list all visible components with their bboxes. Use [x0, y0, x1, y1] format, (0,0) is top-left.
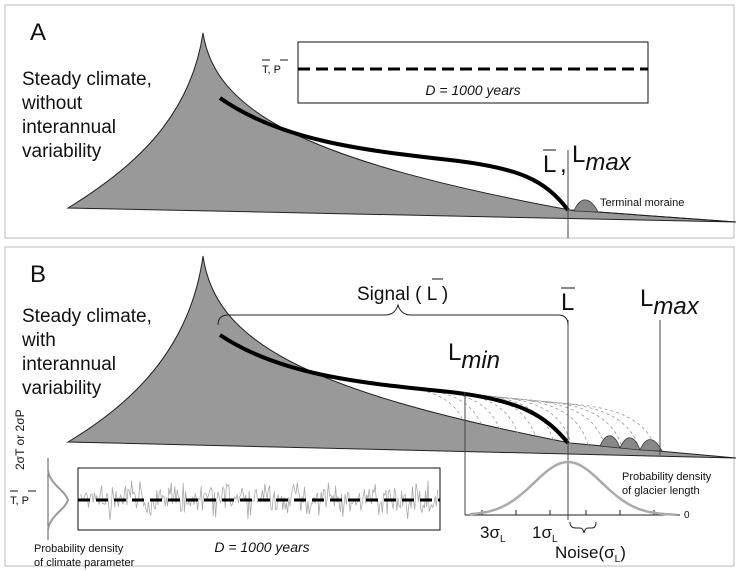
subscript: L — [552, 534, 558, 545]
glacier — [66, 255, 737, 459]
duration: D = 1000 years — [214, 539, 309, 555]
three-sigma: 3σL — [480, 523, 506, 545]
subscript: max — [585, 149, 631, 176]
symbol: Noise(σ — [555, 543, 615, 562]
inset-axis-label: T, P — [262, 64, 281, 76]
panel-label: B — [30, 261, 46, 288]
inset-axis-label: T, P — [10, 495, 29, 507]
panel-label: A — [30, 19, 46, 46]
panel-frame — [4, 246, 735, 567]
duration: D = 1000 years — [425, 82, 520, 98]
caption-line: without — [21, 93, 83, 114]
alternate-surface — [469, 394, 573, 448]
glacier-surface — [218, 96, 570, 212]
subscript: min — [461, 347, 500, 374]
comma: , — [560, 151, 567, 178]
glacier — [66, 32, 737, 223]
subscript: max — [653, 293, 699, 320]
symbol: 3σ — [480, 523, 500, 542]
length-max: Lmax — [640, 285, 700, 320]
moraine — [573, 199, 599, 213]
caption-line: Steady climate, — [22, 69, 152, 90]
length-min: Lmin — [448, 339, 500, 374]
alternate-surface — [499, 397, 607, 450]
length-mean: L — [561, 289, 574, 316]
density-label: of climate parameter — [34, 557, 135, 569]
length-max: Lmax — [572, 141, 632, 176]
alternate-surface — [529, 400, 641, 453]
alternate-surface — [484, 396, 590, 449]
symbol: L — [448, 339, 461, 366]
zero-label: 0 — [684, 510, 690, 521]
inset-frame — [297, 41, 649, 104]
length-density — [469, 460, 677, 516]
symbol: 1σ — [532, 523, 552, 542]
caption: Steady climate, without interannual vari… — [21, 69, 152, 162]
climate-density — [47, 469, 70, 531]
density-label: Probability density — [34, 543, 124, 555]
signal-label: Signal ( L ) — [357, 284, 448, 305]
signal-brace — [217, 303, 569, 326]
caption-line: with — [21, 330, 56, 351]
one-sigma: 1σL — [532, 523, 558, 545]
panel-frame — [4, 4, 735, 239]
length-mean: L — [543, 151, 556, 178]
noise-brace — [569, 521, 597, 534]
moraine-label: Terminal moraine — [600, 197, 684, 209]
subscript: L — [500, 534, 506, 545]
alternate-surface — [544, 402, 658, 454]
subscript: L — [615, 554, 621, 565]
moraines — [599, 435, 663, 452]
density-label: Probability density — [622, 471, 712, 483]
density-label: of glacier length — [622, 485, 700, 497]
caption-line: interannual — [22, 117, 116, 138]
closing: ) — [620, 543, 626, 562]
caption-line: variability — [22, 141, 102, 162]
glacier-surface — [218, 333, 570, 445]
caption-line: Steady climate, — [22, 306, 152, 327]
alternate-surface — [514, 399, 624, 451]
symbol: L — [572, 141, 585, 168]
caption-line: interannual — [22, 354, 116, 375]
caption-line: variability — [22, 378, 102, 399]
sigma-axis-label: 2σT or 2σP — [13, 409, 27, 470]
symbol: L — [640, 285, 653, 312]
caption: Steady climate, with interannual variabi… — [21, 306, 152, 399]
noise-label: Noise(σL) — [555, 543, 626, 565]
